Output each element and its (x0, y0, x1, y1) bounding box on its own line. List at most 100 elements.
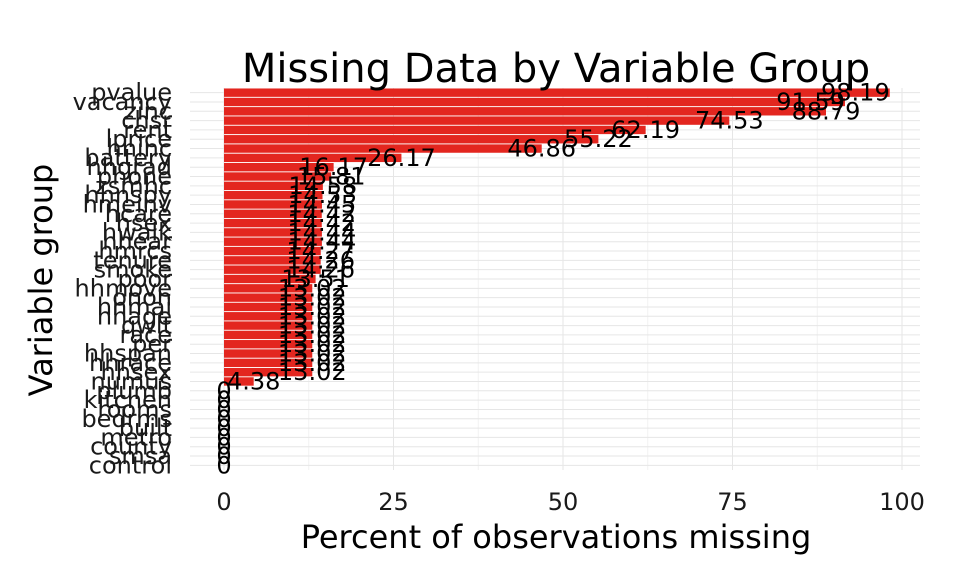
y-tick-label-hsex: hsex (116, 209, 172, 237)
bar-hhspan (224, 349, 313, 358)
y-tick-label-chsr: chsr (121, 107, 172, 135)
bar-qwlt (224, 321, 313, 330)
bar-hsex (224, 218, 322, 228)
bar-chsr (224, 116, 730, 125)
bar-tenure (224, 256, 321, 265)
value-label-hhmove: 13.02 (278, 274, 347, 302)
y-tick-label-hhear: hhear (102, 228, 172, 256)
bar-hhinc (224, 144, 542, 153)
value-label-zsmhc: 14.58 (288, 172, 357, 200)
y-tick-label-rent: rent (123, 116, 172, 144)
value-label-hhgrad: 16.17 (299, 153, 368, 181)
bar-zsmhc (224, 181, 323, 191)
bar-pvalue (224, 88, 890, 97)
bar-hmrcs (224, 246, 321, 256)
y-tick-label-hhage: hhage (97, 302, 172, 330)
value-label-hwalk: 14.44 (288, 218, 357, 246)
y-tick-label-rooms: rooms (97, 395, 172, 423)
value-label-qwlt: 13.02 (278, 312, 347, 340)
y-tick-label-per: per (132, 330, 172, 358)
value-label-per: 13.02 (278, 330, 347, 358)
x-tick-label-0: 0 (216, 488, 231, 516)
y-tick-label-onon: onon (112, 284, 172, 312)
y-tick-label-battery: battery (84, 144, 172, 172)
value-label-hhage: 13.02 (278, 302, 347, 330)
y-tick-label-poor: poor (118, 265, 173, 293)
x-tick-label-75: 75 (717, 488, 748, 516)
value-label-numus: 4.38 (227, 367, 280, 395)
y-tick-label-hmeinv: hmeinv (83, 190, 172, 218)
value-label-tenure: 14.26 (286, 246, 355, 274)
bar-per (224, 340, 313, 349)
value-label-county: 0 (216, 433, 231, 461)
bar-hhage (224, 312, 313, 321)
value-label-plumb: 0 (216, 377, 231, 405)
y-tick-label-kitchen: kitchen (84, 386, 172, 414)
y-tick-label-zinc: zinc (124, 97, 172, 125)
y-tick-label-bedrms: bedrms (81, 405, 172, 433)
bar-onon (224, 293, 313, 302)
y-tick-label-hhrace: hhrace (89, 349, 172, 377)
value-label-hmrcs: 14.27 (286, 237, 355, 265)
bar-hhgrad (224, 163, 334, 172)
bar-hhmove (224, 284, 313, 293)
value-label-lprice: 55.22 (564, 125, 633, 153)
value-label-race: 13.02 (278, 321, 347, 349)
value-label-hhear: 14.44 (288, 228, 357, 256)
y-tick-label-metro: metro (100, 423, 172, 451)
value-label-battery: 26.17 (367, 144, 436, 172)
y-tick-label-tenure: tenure (93, 246, 172, 274)
value-label-hsex: 14.42 (287, 209, 356, 237)
bar-hwalk (224, 228, 322, 237)
bar-hhsex (224, 367, 313, 377)
value-label-poor: 13.51 (281, 265, 350, 293)
value-label-hhinc: 46.86 (507, 135, 576, 163)
y-tick-label-hhmove: hhmove (75, 274, 172, 302)
chart-title: Missing Data by Variable Group (242, 46, 870, 92)
bar-rent (224, 125, 646, 135)
value-label-metro: 0 (216, 423, 231, 451)
bar-lprice (224, 135, 599, 144)
y-tick-label-built: built (119, 414, 172, 442)
y-tick-label-control: control (89, 451, 172, 479)
bar-phone (224, 172, 332, 181)
x-tick-label-50: 50 (548, 488, 579, 516)
bars (224, 88, 890, 386)
y-tick-label-smoke: smoke (94, 256, 172, 284)
bar-hhear (224, 237, 322, 246)
value-label-phone: 15.81 (297, 163, 366, 191)
x-axis-title: Percent of observations missing (301, 518, 812, 556)
bar-hhnspy (224, 190, 323, 200)
bar-smoke (224, 265, 321, 274)
y-tick-labels: pvaluevacancyzincchsrrentlpricehhincbatt… (73, 79, 173, 480)
y-tick-label-hhnspy: hhnspy (84, 181, 172, 209)
y-tick-label-zsmhc: zsmhc (95, 172, 172, 200)
value-label-hhsex: 13.02 (278, 358, 347, 386)
value-label-chsr: 74.53 (695, 107, 764, 135)
bar-numus (224, 377, 254, 386)
value-label-zinc: 88.79 (792, 97, 861, 125)
value-label-control: 0 (216, 451, 231, 479)
value-label-hhnspy: 14.53 (288, 181, 357, 209)
y-tick-label-hhmai: hhmai (97, 293, 172, 321)
x-tick-label-25: 25 (378, 488, 409, 516)
value-label-hhmai: 13.02 (278, 293, 347, 321)
bar-race (224, 330, 313, 340)
y-tick-label-hhsex: hhsex (101, 358, 172, 386)
value-label-bedrms: 0 (216, 405, 231, 433)
y-tick-label-vacancy: vacancy (73, 88, 172, 116)
bar-hhrace (224, 358, 313, 368)
value-label-hcare: 14.42 (287, 200, 356, 228)
value-label-rooms: 0 (216, 395, 231, 423)
y-tick-label-county: county (90, 433, 172, 461)
y-tick-label-hhinc: hhinc (107, 135, 173, 163)
value-label-hmeinv: 14.45 (288, 190, 357, 218)
bar-hcare (224, 209, 322, 218)
value-label-rent: 62.19 (611, 116, 680, 144)
bar-poor (224, 274, 316, 284)
value-label-pvalue: 98.19 (821, 79, 890, 107)
y-tick-label-qwlt: qwlt (121, 312, 172, 340)
value-label-smsa: 0 (216, 442, 231, 470)
x-tick-labels: 0 25 50 75 100 (216, 488, 925, 516)
